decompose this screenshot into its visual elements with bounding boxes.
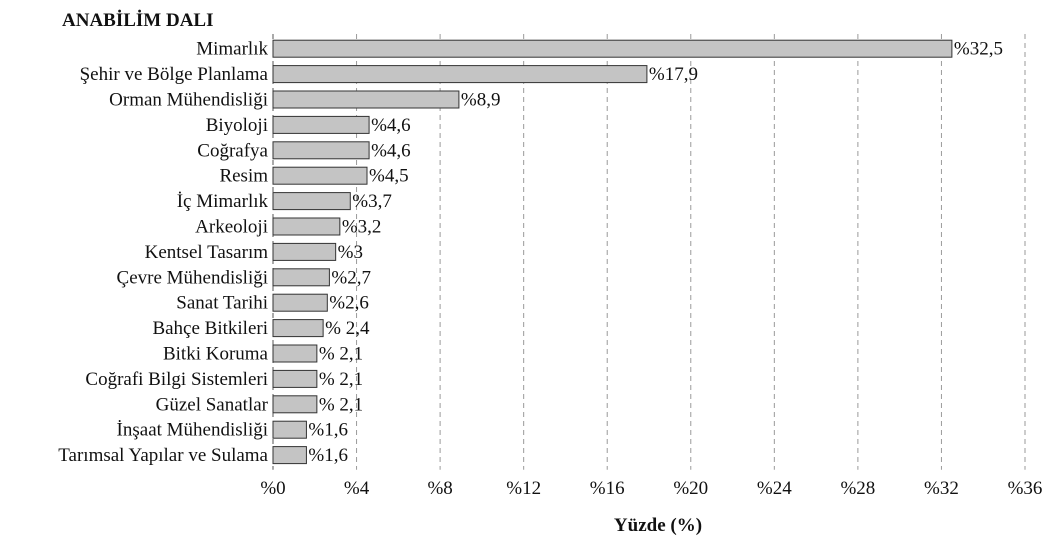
x-tick-label: %36	[1008, 478, 1043, 499]
bar	[272, 242, 337, 261]
bar	[272, 217, 341, 236]
bar	[272, 446, 307, 465]
x-tick-label: %16	[590, 478, 625, 499]
bar	[272, 65, 648, 84]
value-label: %3,7	[352, 191, 392, 212]
value-label: % 2,1	[319, 344, 363, 365]
category-label: İnşaat Mühendisliği	[117, 420, 268, 441]
category-label: Orman Mühendisliği	[109, 90, 268, 111]
category-label: Resim	[219, 166, 268, 187]
category-label: Tarımsal Yapılar ve Sulama	[58, 445, 268, 466]
value-label: %2,7	[331, 267, 371, 288]
value-label: % 2,1	[319, 394, 363, 415]
bar	[272, 344, 318, 363]
value-label: %3,2	[342, 217, 382, 238]
category-label: Coğrafi Bilgi Sistemleri	[85, 369, 268, 390]
value-label: %32,5	[954, 39, 1003, 60]
category-label: Bitki Koruma	[163, 344, 269, 365]
bar	[272, 90, 460, 109]
category-label: Biyoloji	[206, 115, 268, 136]
x-axis-title: Yüzde (%)	[614, 515, 702, 536]
category-label: Mimarlık	[196, 39, 268, 60]
value-label: %3	[338, 242, 363, 263]
value-label: %8,9	[461, 90, 501, 111]
x-tick-label: %0	[260, 478, 285, 499]
bar	[272, 395, 318, 414]
value-label: %2,6	[329, 293, 369, 314]
bar	[272, 166, 368, 185]
bar	[272, 39, 953, 58]
value-label: %4,6	[371, 140, 411, 161]
bar	[272, 319, 324, 338]
x-tick-label: %20	[673, 478, 708, 499]
bar	[272, 420, 307, 439]
x-tick-label: %12	[506, 478, 541, 499]
bar	[272, 268, 330, 287]
bar	[272, 293, 328, 312]
category-labels: Mimarlık Şehir ve Bölge Planlama Orman Müh…	[58, 39, 268, 466]
bar	[272, 192, 351, 211]
value-label: %17,9	[649, 64, 698, 85]
value-label: %4,5	[369, 166, 409, 187]
category-label: Bahçe Bitkileri	[152, 318, 268, 339]
value-label: %1,6	[308, 420, 348, 441]
category-label: Coğrafya	[197, 140, 268, 161]
category-label: Çevre Mühendisliği	[117, 267, 268, 288]
x-tick-label: %28	[840, 478, 875, 499]
category-label: Sanat Tarihi	[176, 293, 268, 314]
value-label: %1,6	[308, 445, 348, 466]
value-label: % 2,1	[319, 369, 363, 390]
bar	[272, 115, 370, 134]
bar	[272, 369, 318, 388]
bars	[272, 39, 953, 465]
category-label: Güzel Sanatlar	[156, 394, 269, 415]
category-label: Kentsel Tasarım	[145, 242, 269, 263]
bar	[272, 141, 370, 160]
value-label: %4,6	[371, 115, 411, 136]
value-labels: %32,5 %17,9 %8,9 %4,6 %4,6 %4,5 %3,7 %3,2 %3 %2,7…	[308, 39, 1003, 466]
value-label: % 2,4	[325, 318, 370, 339]
x-tick-label: %8	[427, 478, 452, 499]
category-label: İç Mimarlık	[177, 191, 269, 212]
category-label: Şehir ve Bölge Planlama	[80, 64, 269, 85]
x-tick-label: %24	[757, 478, 792, 499]
y-axis-title: ANABİLİM DALI	[62, 10, 214, 31]
x-tick-label: %32	[924, 478, 959, 499]
x-tick-label: %4	[344, 478, 370, 499]
category-label: Arkeoloji	[195, 217, 268, 238]
x-tick-labels: %0 %4 %8 %12 %16 %20 %24 %28 %32 %36	[260, 478, 1042, 499]
